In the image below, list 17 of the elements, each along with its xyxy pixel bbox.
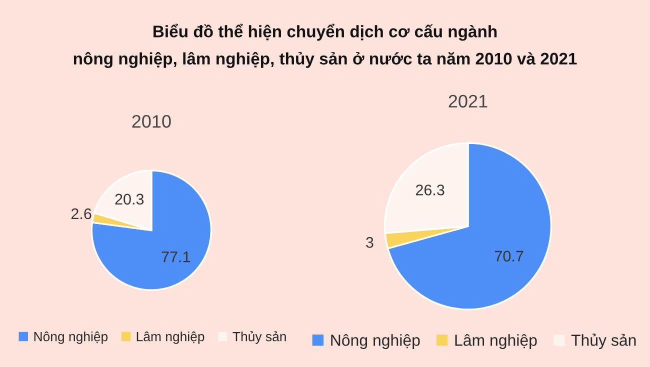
data-label: 26.3 [416,184,444,196]
text: Biểu đồ thể hiện chuyển dịch cơ cấu ngành nông nghiệp, lâm nghiệp, thủy sản ở nước ta năm 2010 và 2021 [74,24,577,68]
pie-slice [90,170,212,291]
legend-label: Lâm nghiệp [455,334,537,350]
data-label: 2.6 [71,208,92,220]
data-label: 20.3 [115,194,144,205]
legend-label: Nông nghiệp [34,332,108,344]
data-label: 70.7 [494,250,524,262]
legend-label: Nông nghiệp [331,334,420,350]
legend-label: Thủy sản [571,334,636,350]
chart-subtitle: 2010 [132,115,171,128]
data-label: 77.1 [162,252,190,262]
legend-label: Lâm nghiệp [136,332,204,344]
data-label: 3 [366,237,374,248]
chart-subtitle: 2021 [448,94,488,108]
pie-slice [386,142,552,310]
legend-label: Thủy sản [232,331,286,344]
